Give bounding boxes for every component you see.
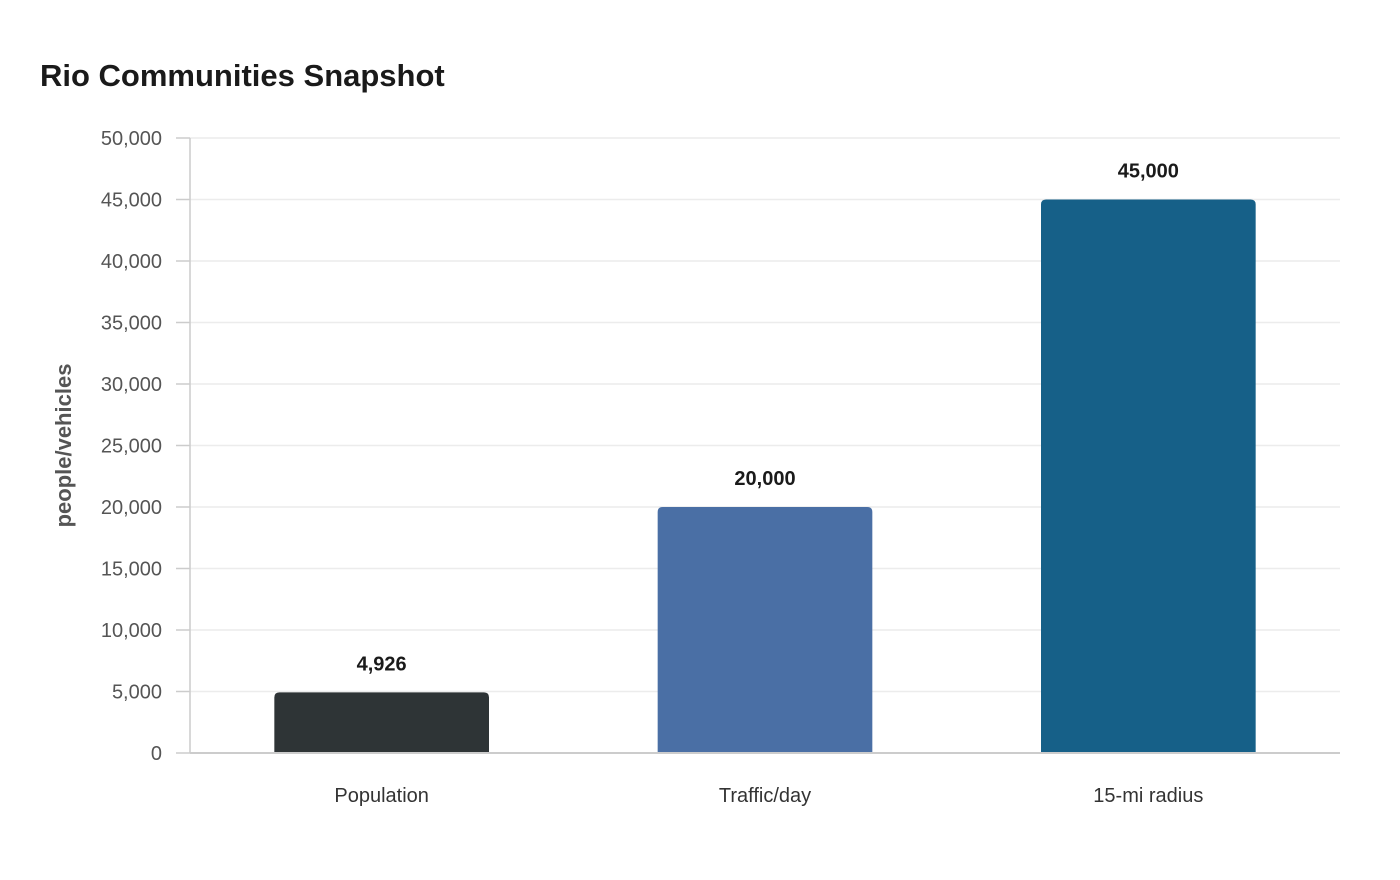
bar-traffic-day <box>657 507 873 753</box>
y-tick-label: 45,000 <box>101 190 162 212</box>
y-tick-label: 5,000 <box>112 682 162 704</box>
y-tick-label: 0 <box>151 743 162 765</box>
y-tick-label: 40,000 <box>101 251 162 273</box>
chart-title: Rio Communities Snapshot <box>40 58 445 93</box>
data-label: 20,000 <box>734 468 795 490</box>
x-tick-label: Traffic/day <box>719 785 811 807</box>
data-label: 4,926 <box>357 653 407 675</box>
y-tick-label: 50,000 <box>101 128 162 150</box>
bar-population <box>274 692 489 753</box>
y-tick-label: 30,000 <box>101 374 162 396</box>
y-tick-label: 20,000 <box>101 497 162 519</box>
y-tick-label: 25,000 <box>101 436 162 458</box>
x-tick-label: Population <box>334 785 429 807</box>
bars <box>274 199 1256 753</box>
bar-15-mi-radius <box>1041 199 1256 753</box>
y-axis-title: people/vehicles <box>51 364 76 528</box>
x-tick-label: 15-mi radius <box>1093 785 1203 807</box>
labels: 0 5,000 10,000 15,000 20,000 25,000 30,000 35,0… <box>101 128 1340 807</box>
y-tick-label: 15,000 <box>101 559 162 581</box>
axes <box>176 137 191 754</box>
y-tick-label: 10,000 <box>101 620 162 642</box>
y-tick-label: 35,000 <box>101 313 162 335</box>
data-label: 45,000 <box>1118 161 1179 183</box>
